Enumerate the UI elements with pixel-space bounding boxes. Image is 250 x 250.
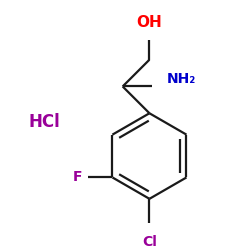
Text: F: F bbox=[72, 170, 82, 184]
Text: OH: OH bbox=[136, 15, 162, 30]
Text: HCl: HCl bbox=[28, 113, 60, 131]
Text: NH₂: NH₂ bbox=[167, 72, 196, 86]
Text: Cl: Cl bbox=[142, 236, 157, 250]
